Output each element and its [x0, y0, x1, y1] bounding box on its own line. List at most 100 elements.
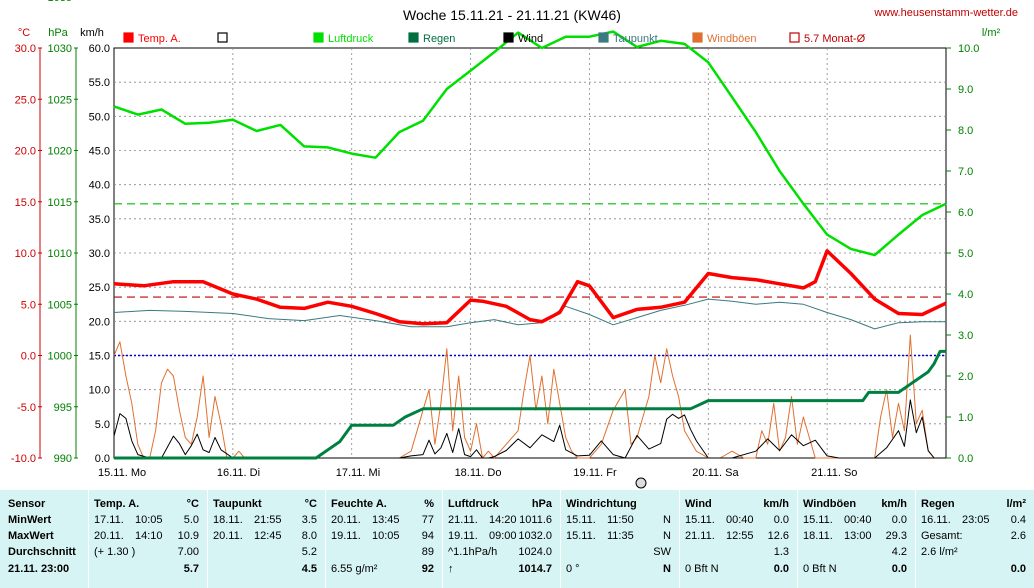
pressure-tick-label: 1020: [48, 146, 72, 158]
cell-date: 17.11.: [94, 514, 124, 526]
cell-date: 18.11.: [803, 530, 833, 542]
cell-value: 77: [421, 514, 434, 526]
stats-row: 18.11. 21:55 3.5: [208, 512, 325, 528]
pressure-unit-label: hPa: [48, 27, 68, 39]
cell-date: 20.11.: [213, 530, 243, 542]
column-header: Taupunkt: [213, 498, 262, 510]
rain-unit-label: l/m²: [982, 27, 1001, 39]
cell-date: (+ 1.30 ): [94, 546, 136, 558]
legend-label: Temp. A.: [138, 33, 181, 45]
temp-tick-label: 10.0: [15, 248, 36, 260]
wind-tick-label: 40.0: [89, 180, 110, 192]
stats-row: 21.11. 12:55 12.6: [680, 528, 797, 544]
wind-tick-label: 50.0: [89, 111, 110, 123]
row-label-sensor: Sensor: [8, 498, 46, 510]
chart-grid: [113, 47, 947, 459]
rain-tick-label: 5.0: [958, 248, 973, 260]
stats-row: 0.0: [916, 561, 1034, 577]
stats-table: Sensor MinWert MaxWert Durchschnitt 21.1…: [0, 489, 1034, 588]
stats-row: 5.2: [208, 544, 325, 560]
pressure-tick-label: 1025: [48, 94, 72, 106]
stats-row: Temp. A. °C: [89, 496, 207, 512]
column-unit: km/h: [763, 498, 789, 510]
stats-row: 15.11. 11:35 N: [561, 528, 679, 544]
column-unit: %: [424, 498, 434, 510]
scroll-handle-icon[interactable]: [635, 477, 647, 489]
source-url[interactable]: www.heusenstamm-wetter.de: [873, 7, 1018, 19]
cell-time: 13:45: [372, 514, 400, 526]
series-regen: [114, 349, 946, 460]
legend-swatch: [692, 32, 703, 43]
y-axes: -10.0 -5.0 0.0 5.0 10.0 15.0 20.0 25.0 30.0 990 99…: [11, 0, 980, 465]
column-header: Temp. A.: [94, 498, 140, 510]
stats-row: 2.6 l/m²: [916, 544, 1034, 560]
wind-tick-label: 35.0: [89, 214, 110, 226]
wind-tick-label: 45.0: [89, 146, 110, 158]
day-label: 15.11. Mo: [98, 467, 146, 479]
stats-row: Windböen km/h: [798, 496, 915, 512]
wind-tick-label: 55.0: [89, 77, 110, 89]
stats-row: 17.11. 10:05 5.0: [89, 512, 207, 528]
data-series: [113, 30, 947, 460]
cell-value: N: [663, 514, 671, 526]
wind-tick-label: 30.0: [89, 248, 110, 260]
rain-tick-label: 9.0: [958, 84, 973, 96]
legend-swatch: [123, 32, 134, 43]
series-taupunkt: [113, 298, 946, 330]
wind-tick-label: 10.0: [89, 385, 110, 397]
stats-row: 4.2: [798, 544, 915, 560]
pressure-tick-label: 1015: [48, 197, 72, 209]
stats-column: Luftdruck hPa 21.11. 14:20 1011.6 19.11. 09:00…: [443, 490, 561, 588]
pressure-tick-label: 990: [54, 453, 72, 465]
stats-row: 18.11. 13:00 29.3: [798, 528, 915, 544]
stats-row: 20.11. 13:45 77: [326, 512, 442, 528]
stats-row: 0 Bft N 0.0: [680, 561, 797, 577]
current-note: 0 °: [566, 563, 580, 575]
cell-time: 14:20: [489, 514, 517, 526]
legend-label: Taupunkt: [613, 33, 658, 45]
stats-row: 1.3: [680, 544, 797, 560]
stats-row: 15.11. 00:40 0.0: [680, 512, 797, 528]
cell-value: 1011.6: [519, 514, 552, 526]
cell-date: 2.6 l/m²: [921, 546, 958, 558]
stats-row: Taupunkt °C: [208, 496, 325, 512]
current-note: 6.55 g/m²: [331, 563, 378, 575]
stats-row: Regen l/m²: [916, 496, 1034, 512]
pressure-tick-label: 1000: [48, 351, 72, 363]
wind-unit-label: km/h: [80, 27, 104, 39]
column-unit: °C: [304, 498, 317, 510]
cell-time: 14:10: [135, 530, 163, 542]
stats-column: Windrichtung 15.11. 11:50 N 15.11. 11:35 N SW 0 …: [561, 490, 680, 588]
cell-date: 15.11.: [566, 514, 596, 526]
stats-column: Temp. A. °C 17.11. 10:05 5.0 20.11. 14:10 10.9 (…: [89, 490, 208, 588]
series-windb-en: [113, 334, 946, 459]
current-note: 0 Bft N: [685, 563, 719, 575]
cell-time: 10:05: [372, 530, 400, 542]
current-value: 1014.7: [518, 563, 552, 575]
chart-title: Woche 15.11.21 - 21.11.21 (KW46): [403, 7, 621, 23]
wind-tick-label: 5.0: [95, 419, 110, 431]
pressure-tick-label: 1010: [48, 248, 72, 260]
pressure-tick-label: 1005: [48, 299, 72, 311]
cell-value: 4.2: [891, 546, 907, 558]
cell-date: 15.11.: [566, 530, 596, 542]
temp-tick-label: 5.0: [21, 299, 36, 311]
stats-row: ↑ 1014.7: [443, 561, 560, 577]
stats-row: 0 Bft N 0.0: [798, 561, 915, 577]
stats-row: 19.11. 09:00 1032.0: [443, 528, 560, 544]
day-label: 19.11. Fr: [573, 467, 617, 479]
temp-tick-label: 30.0: [15, 43, 36, 55]
cell-time: 10:05: [135, 514, 163, 526]
cell-value: 5.2: [301, 546, 317, 558]
temp-tick-label: -5.0: [17, 402, 36, 414]
wind-tick-label: 0.0: [95, 453, 110, 465]
day-label: 20.11. Sa: [692, 467, 739, 479]
cell-value: 0.4: [1010, 514, 1026, 526]
temp-tick-label: 0.0: [21, 351, 36, 363]
legend-swatch: [408, 32, 419, 43]
cell-time: 11:35: [607, 530, 634, 542]
stats-column: Wind km/h 15.11. 00:40 0.0 21.11. 12:55 12.6 1.3…: [680, 490, 798, 588]
row-label-min: MinWert: [8, 514, 52, 526]
cell-date: 20.11.: [94, 530, 124, 542]
temp-tick-label: 25.0: [15, 94, 36, 106]
